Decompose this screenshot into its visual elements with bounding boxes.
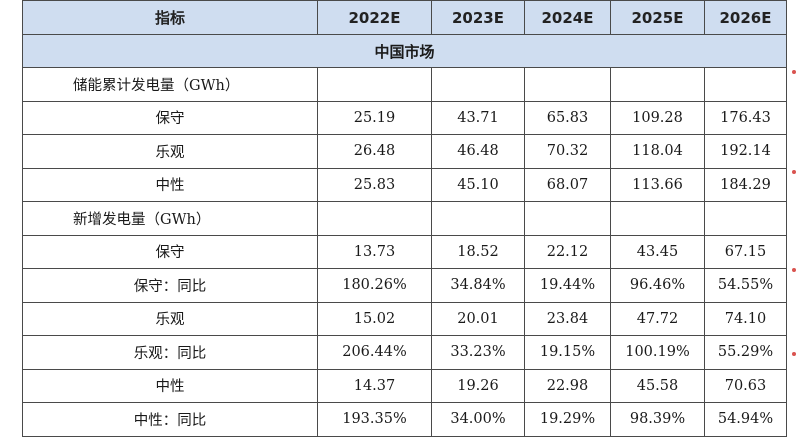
table-row: 保守 13.73 18.52 22.12 43.45 67.15: [22, 234, 787, 269]
row-label: 保守：同比: [22, 268, 318, 303]
side-dot-marker: [792, 352, 796, 356]
year-header: 2024E: [524, 0, 611, 35]
row-label: 乐观: [22, 134, 318, 169]
table-row: 中性：同比 193.35% 34.00% 19.29% 98.39% 54.94…: [22, 402, 787, 437]
side-dot-marker: [792, 268, 796, 272]
value-cell: 193.35%: [317, 402, 432, 437]
value-cell: 54.55%: [704, 268, 787, 303]
indicator-header: 指标: [22, 0, 318, 35]
value-cell: 206.44%: [317, 335, 432, 370]
value-cell: 192.14: [704, 134, 787, 169]
value-cell: 96.46%: [610, 268, 705, 303]
empty-cell: [431, 201, 525, 236]
value-cell: 54.94%: [704, 402, 787, 437]
year-header: 2023E: [431, 0, 525, 35]
value-cell: 23.84: [524, 301, 611, 336]
value-cell: 34.00%: [431, 402, 525, 437]
value-cell: 65.83: [524, 100, 611, 135]
value-cell: 34.84%: [431, 268, 525, 303]
row-label: 乐观: [22, 301, 318, 336]
value-cell: 67.15: [704, 234, 787, 269]
value-cell: 19.26: [431, 368, 525, 403]
value-cell: 45.58: [610, 368, 705, 403]
value-cell: 70.63: [704, 368, 787, 403]
forecast-table: 指标 2022E 2023E 2024E 2025E 2026E 中国市场 储能…: [22, 0, 787, 437]
table-row: 乐观 26.48 46.48 70.32 118.04 192.14: [22, 134, 787, 169]
row-label: 中性: [22, 167, 318, 202]
year-header: 2026E: [704, 0, 787, 35]
value-cell: 20.01: [431, 301, 525, 336]
value-cell: 22.12: [524, 234, 611, 269]
data-table-container: 指标 2022E 2023E 2024E 2025E 2026E 中国市场 储能…: [22, 0, 787, 438]
value-cell: 47.72: [610, 301, 705, 336]
empty-cell: [610, 67, 705, 102]
value-cell: 184.29: [704, 167, 787, 202]
value-cell: 55.29%: [704, 335, 787, 370]
section-row: 中国市场: [22, 34, 787, 68]
value-cell: 19.15%: [524, 335, 611, 370]
value-cell: 74.10: [704, 301, 787, 336]
empty-cell: [704, 201, 787, 236]
year-header: 2025E: [610, 0, 705, 35]
row-label: 保守: [22, 234, 318, 269]
value-cell: 46.48: [431, 134, 525, 169]
side-dot-marker: [792, 170, 796, 174]
value-cell: 109.28: [610, 100, 705, 135]
side-dot-marker: [792, 70, 796, 74]
value-cell: 70.32: [524, 134, 611, 169]
empty-cell: [317, 201, 432, 236]
value-cell: 26.48: [317, 134, 432, 169]
group-title: 储能累计发电量（GWh）: [22, 67, 318, 102]
value-cell: 18.52: [431, 234, 525, 269]
empty-cell: [524, 201, 611, 236]
row-label: 乐观：同比: [22, 335, 318, 370]
header-row: 指标 2022E 2023E 2024E 2025E 2026E: [22, 0, 787, 35]
value-cell: 25.19: [317, 100, 432, 135]
group-title: 新增发电量（GWh）: [22, 201, 318, 236]
table-row: 中性 25.83 45.10 68.07 113.66 184.29: [22, 167, 787, 202]
value-cell: 180.26%: [317, 268, 432, 303]
row-label: 中性: [22, 368, 318, 403]
value-cell: 100.19%: [610, 335, 705, 370]
table-row: 中性 14.37 19.26 22.98 45.58 70.63: [22, 368, 787, 403]
section-title: 中国市场: [22, 34, 787, 68]
value-cell: 43.45: [610, 234, 705, 269]
empty-cell: [610, 201, 705, 236]
table-row: 保守 25.19 43.71 65.83 109.28 176.43: [22, 100, 787, 135]
value-cell: 22.98: [524, 368, 611, 403]
value-cell: 19.44%: [524, 268, 611, 303]
value-cell: 68.07: [524, 167, 611, 202]
empty-cell: [317, 67, 432, 102]
value-cell: 19.29%: [524, 402, 611, 437]
value-cell: 33.23%: [431, 335, 525, 370]
table-row: 乐观：同比 206.44% 33.23% 19.15% 100.19% 55.2…: [22, 335, 787, 370]
value-cell: 13.73: [317, 234, 432, 269]
empty-cell: [704, 67, 787, 102]
value-cell: 43.71: [431, 100, 525, 135]
table-row: 保守：同比 180.26% 34.84% 19.44% 96.46% 54.55…: [22, 268, 787, 303]
table-row: 乐观 15.02 20.01 23.84 47.72 74.10: [22, 301, 787, 336]
empty-cell: [524, 67, 611, 102]
empty-cell: [431, 67, 525, 102]
row-label: 中性：同比: [22, 402, 318, 437]
value-cell: 14.37: [317, 368, 432, 403]
year-header: 2022E: [317, 0, 432, 35]
value-cell: 15.02: [317, 301, 432, 336]
value-cell: 45.10: [431, 167, 525, 202]
value-cell: 113.66: [610, 167, 705, 202]
row-label: 保守: [22, 100, 318, 135]
group-title-row: 储能累计发电量（GWh）: [22, 67, 787, 102]
value-cell: 118.04: [610, 134, 705, 169]
value-cell: 25.83: [317, 167, 432, 202]
group-title-row: 新增发电量（GWh）: [22, 201, 787, 236]
value-cell: 176.43: [704, 100, 787, 135]
value-cell: 98.39%: [610, 402, 705, 437]
